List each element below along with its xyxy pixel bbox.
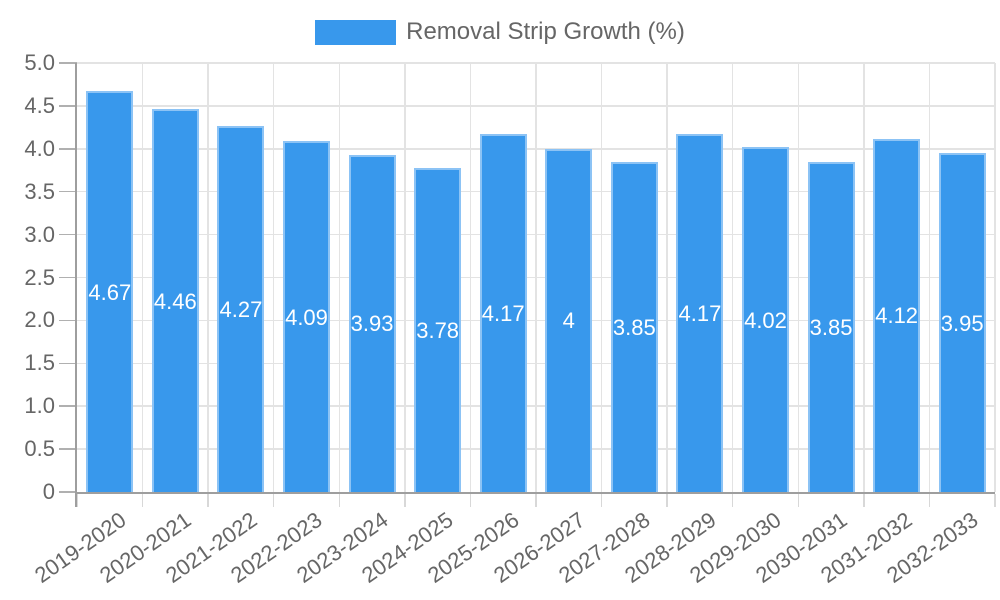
bar[interactable]: 4.46 — [151, 109, 199, 492]
v-gridline — [535, 63, 537, 492]
x-axis-tick — [797, 494, 800, 507]
y-axis-tick-label: 3.0 — [24, 221, 55, 247]
bar-value-label: 4.02 — [744, 307, 787, 333]
bar[interactable]: 4.02 — [742, 147, 789, 492]
x-axis-tick — [994, 494, 996, 507]
v-gridline — [797, 63, 800, 492]
v-gridline — [141, 63, 144, 492]
x-axis-tick — [600, 494, 603, 507]
bar[interactable]: 4.67 — [86, 91, 134, 492]
x-axis-tick — [666, 494, 668, 507]
bar[interactable]: 4.17 — [479, 134, 527, 492]
y-axis-tick — [59, 233, 77, 236]
y-axis-tick — [59, 405, 77, 407]
x-axis-tick — [338, 494, 341, 507]
y-axis-tick — [59, 319, 77, 322]
v-gridline — [469, 63, 472, 492]
y-axis-tick-label: 5.0 — [24, 50, 55, 75]
y-axis-line — [75, 63, 77, 507]
y-axis-tick-label: 0 — [42, 479, 55, 504]
y-axis-tick-label: 2.0 — [24, 307, 55, 333]
v-gridline — [731, 63, 734, 492]
x-axis-tick — [535, 494, 537, 507]
bar[interactable]: 3.93 — [348, 154, 396, 492]
bar-value-label: 4 — [562, 308, 575, 334]
v-gridline — [666, 63, 668, 492]
bar[interactable]: 3.95 — [938, 153, 986, 492]
v-gridline — [863, 63, 865, 492]
x-axis-tick — [141, 494, 144, 507]
bar[interactable]: 4.27 — [217, 125, 265, 492]
y-axis-tick-label: 2.5 — [24, 264, 55, 290]
x-axis-tick — [76, 494, 78, 507]
bar-value-label: 3.85 — [809, 314, 853, 340]
legend-swatch-icon — [315, 19, 397, 45]
y-axis-tick — [59, 62, 77, 64]
v-gridline — [404, 63, 406, 492]
legend-label: Removal Strip Growth (%) — [406, 18, 685, 45]
v-gridline — [928, 63, 931, 492]
bar[interactable]: 3.78 — [414, 167, 462, 492]
bar-value-label: 3.78 — [416, 317, 460, 343]
y-axis-tick — [59, 276, 77, 279]
y-axis-tick-label: 3.5 — [24, 178, 55, 204]
bar-value-label: 3.85 — [612, 314, 656, 340]
v-gridline — [600, 63, 603, 492]
x-axis-tick — [469, 494, 472, 507]
x-axis-tick — [404, 494, 406, 507]
y-axis-tick — [59, 105, 77, 107]
y-axis-tick-label: 4.5 — [24, 92, 55, 118]
y-axis-tick-label: 0.5 — [24, 436, 55, 462]
y-axis-tick — [59, 448, 77, 450]
bar-value-label: 3.95 — [940, 310, 984, 336]
bar[interactable]: 3.85 — [807, 161, 855, 492]
y-axis-tick-label: 1.0 — [24, 393, 55, 419]
bar-value-label: 4.46 — [153, 288, 197, 314]
y-axis-tick — [59, 190, 77, 193]
bar-value-label: 4.17 — [481, 301, 525, 327]
v-gridline — [207, 63, 209, 492]
bar[interactable]: 4 — [545, 148, 593, 492]
legend[interactable]: Removal Strip Growth (%) — [0, 18, 1000, 46]
y-axis-tick — [59, 491, 77, 493]
x-axis-tick — [928, 494, 931, 507]
x-axis-line — [75, 492, 995, 494]
bar-value-label: 4.17 — [678, 301, 722, 327]
v-gridline — [994, 63, 996, 492]
bar[interactable]: 4.09 — [283, 141, 330, 492]
v-gridline — [338, 63, 341, 492]
y-axis-tick-label: 4.0 — [24, 135, 55, 161]
x-axis-tick — [731, 494, 734, 507]
bar-value-label: 3.93 — [350, 311, 394, 337]
bar[interactable]: 3.85 — [610, 161, 658, 492]
bar[interactable]: 4.17 — [676, 134, 724, 492]
v-gridline — [272, 63, 275, 492]
bar[interactable]: 4.12 — [873, 138, 921, 492]
y-axis-tick — [59, 148, 77, 150]
bar-value-label: 4.12 — [875, 303, 919, 329]
y-axis-tick — [59, 362, 77, 365]
x-axis-tick — [863, 494, 865, 507]
x-axis-tick — [207, 494, 209, 507]
x-axis-tick — [272, 494, 275, 507]
bar-value-label: 4.09 — [285, 304, 328, 330]
bar-value-label: 4.67 — [88, 279, 132, 305]
bar-value-label: 4.27 — [219, 296, 263, 322]
y-axis-tick-label: 1.5 — [24, 350, 55, 376]
